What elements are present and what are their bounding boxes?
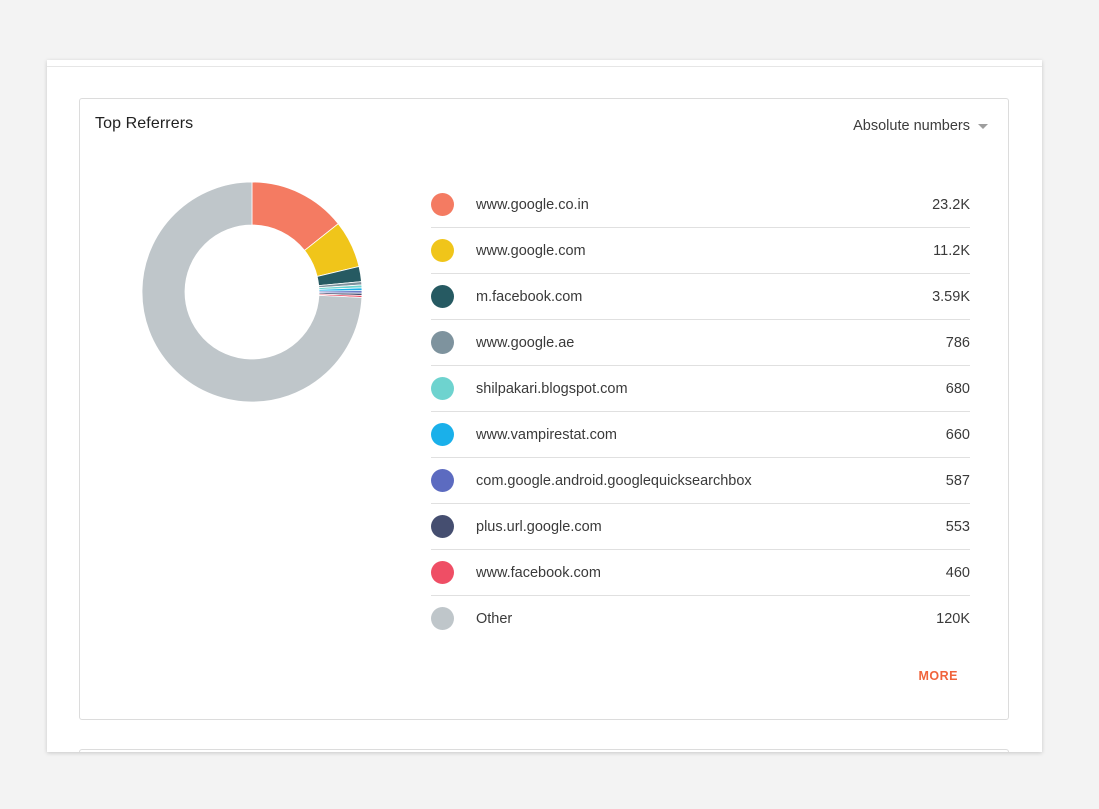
- page-divider: [47, 66, 1042, 67]
- legend-swatch: [431, 607, 454, 630]
- referrer-count: 11.2K: [933, 242, 970, 259]
- referrer-name: com.google.android.googlequicksearchbox: [476, 472, 752, 489]
- report-page: Top Referrers Absolute numbers www.googl…: [47, 60, 1042, 752]
- referrer-count: 23.2K: [932, 196, 970, 213]
- referrer-count: 786: [945, 334, 970, 351]
- legend-swatch: [431, 561, 454, 584]
- legend-swatch: [431, 515, 454, 538]
- legend-item: Other 120K: [431, 596, 970, 641]
- more-button[interactable]: MORE: [918, 669, 958, 683]
- referrer-name: Other: [476, 610, 513, 627]
- metric-dropdown-label: Absolute numbers: [853, 118, 970, 134]
- referrer-name: www.facebook.com: [476, 564, 601, 581]
- referrer-name: m.facebook.com: [476, 288, 583, 305]
- referrer-name: www.google.com: [476, 242, 586, 259]
- referrer-count: 3.59K: [932, 288, 970, 305]
- referrer-count: 553: [945, 518, 970, 535]
- legend-item: com.google.android.googlequicksearchbox 5…: [431, 458, 970, 504]
- legend-swatch: [431, 193, 454, 216]
- top-referrers-card: Top Referrers Absolute numbers www.googl…: [79, 98, 1009, 720]
- referrer-count: 660: [945, 426, 970, 443]
- legend-item: www.facebook.com 460: [431, 550, 970, 596]
- legend-item: www.google.com 11.2K: [431, 228, 970, 274]
- referrer-name: www.google.co.in: [476, 196, 589, 213]
- legend-swatch: [431, 469, 454, 492]
- referrer-name: shilpakari.blogspot.com: [476, 380, 628, 397]
- referrer-count: 680: [945, 380, 970, 397]
- legend-swatch: [431, 423, 454, 446]
- referrer-name: www.vampirestat.com: [476, 426, 618, 443]
- referrer-count: 587: [945, 472, 970, 489]
- referrer-name: plus.url.google.com: [476, 518, 602, 535]
- referrer-count: 460: [945, 564, 970, 581]
- card-title: Top Referrers: [95, 115, 194, 132]
- legend-item: shilpakari.blogspot.com 680: [431, 366, 970, 412]
- next-card: [79, 749, 1009, 752]
- donut-slice: [141, 181, 363, 403]
- referrer-count: 120K: [936, 610, 970, 627]
- referrer-name: www.google.ae: [476, 334, 575, 351]
- legend-swatch: [431, 239, 454, 262]
- legend-item: plus.url.google.com 553: [431, 504, 970, 550]
- referrers-legend: www.google.co.in 23.2K www.google.com 11.2K…: [431, 182, 970, 641]
- caret-down-icon: [978, 124, 988, 129]
- legend-item: www.google.co.in 23.2K: [431, 182, 970, 228]
- legend-swatch: [431, 285, 454, 308]
- metric-dropdown[interactable]: Absolute numbers: [853, 118, 988, 134]
- legend-swatch: [431, 331, 454, 354]
- referrers-donut-chart: [141, 181, 363, 403]
- legend-swatch: [431, 377, 454, 400]
- legend-item: www.vampirestat.com 660: [431, 412, 970, 458]
- legend-item: www.google.ae 786: [431, 320, 970, 366]
- legend-item: m.facebook.com 3.59K: [431, 274, 970, 320]
